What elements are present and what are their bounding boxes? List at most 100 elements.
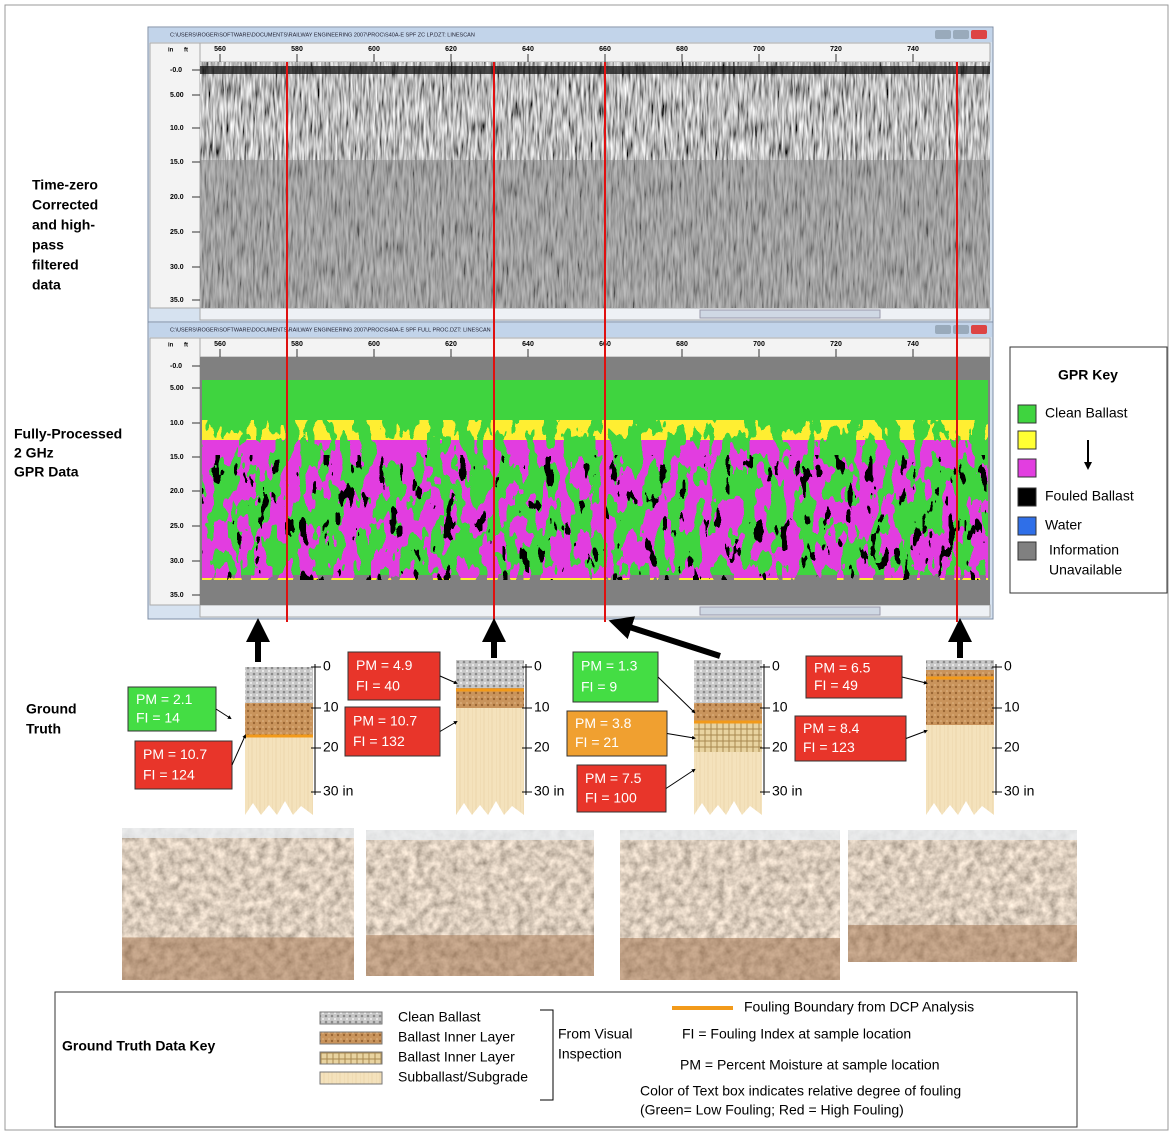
fi-label: FI = 123 bbox=[803, 739, 855, 755]
depth-label: 20 bbox=[1004, 739, 1020, 755]
layer-label: Clean Ballast bbox=[398, 1009, 481, 1025]
data-key-title: Ground Truth Data Key bbox=[62, 1038, 215, 1054]
depth-label: 30 in bbox=[1004, 783, 1034, 799]
fade bbox=[200, 160, 990, 308]
photo-ground bbox=[122, 937, 354, 980]
x-tick-label: 700 bbox=[753, 46, 765, 53]
boundary-label: Fouling Boundary from DCP Analysis bbox=[744, 999, 974, 1015]
y-tick-label: -0.0 bbox=[170, 67, 182, 74]
depth-label: 20 bbox=[772, 739, 788, 755]
window-button bbox=[953, 30, 969, 39]
x-tick-label: 720 bbox=[830, 341, 842, 348]
y-tick-label: 20.0 bbox=[170, 488, 184, 495]
soil-layer bbox=[694, 660, 762, 703]
x-unit: ft bbox=[184, 48, 188, 54]
fi-label: FI = 21 bbox=[575, 734, 619, 750]
depth-label: 30 in bbox=[323, 783, 353, 799]
pm-label: PM = 4.9 bbox=[356, 657, 413, 673]
key-label: Information bbox=[1049, 542, 1119, 558]
pm-note: PM = Percent Moisture at sample location bbox=[680, 1057, 940, 1073]
soil-layer bbox=[456, 708, 524, 815]
pm-label: PM = 10.7 bbox=[143, 746, 207, 762]
panel-label: Fully-Processed bbox=[14, 426, 122, 442]
window-title: C:\USERS\ROGER\SOFTWARE\DOCUMENTS\RAILWA… bbox=[170, 32, 475, 38]
panel-label: GPR Data bbox=[14, 464, 79, 480]
x-tick-label: 640 bbox=[522, 341, 534, 348]
x-tick-label: 640 bbox=[522, 46, 534, 53]
pm-label: PM = 8.4 bbox=[803, 720, 860, 736]
panel-label: Truth bbox=[26, 721, 61, 737]
depth-axis bbox=[150, 338, 200, 605]
x-tick-label: 560 bbox=[214, 341, 226, 348]
panel-label: and high- bbox=[32, 217, 95, 233]
fi-label: FI = 9 bbox=[581, 679, 617, 695]
box-arrow bbox=[440, 676, 456, 683]
gpr-key-title: GPR Key bbox=[1058, 367, 1118, 383]
key-swatch bbox=[1018, 517, 1036, 535]
box-arrow bbox=[232, 736, 245, 765]
pm-label: PM = 2.1 bbox=[136, 691, 193, 707]
x-tick-label: 700 bbox=[753, 341, 765, 348]
fi-label: FI = 124 bbox=[143, 766, 195, 782]
depth-label: 10 bbox=[1004, 699, 1020, 715]
soil-layer bbox=[245, 703, 313, 735]
x-tick-label: 600 bbox=[368, 46, 380, 53]
source-label: Inspection bbox=[558, 1046, 622, 1062]
panel-label: Time-zero bbox=[32, 177, 98, 193]
x-tick-label: 620 bbox=[445, 46, 457, 53]
box-arrow bbox=[658, 677, 694, 712]
x-tick-label: 660 bbox=[599, 46, 611, 53]
page: { "gpr_windows": [ {"title": "C:\\USERS\… bbox=[0, 0, 1174, 1135]
window-title: C:\USERS\ROGER\SOFTWARE\DOCUMENTS\RAILWA… bbox=[170, 327, 491, 333]
soil-layer bbox=[694, 703, 762, 722]
y-tick-label: 10.0 bbox=[170, 125, 184, 132]
y-tick-label: 35.0 bbox=[170, 297, 184, 304]
layer-label: Ballast Inner Layer bbox=[398, 1029, 515, 1045]
fi-label: FI = 40 bbox=[356, 677, 400, 693]
y-tick-label: 25.0 bbox=[170, 229, 184, 236]
y-tick-label: 25.0 bbox=[170, 523, 184, 530]
x-tick-label: 740 bbox=[907, 341, 919, 348]
depth-label: 0 bbox=[772, 658, 780, 674]
y-tick-label: 20.0 bbox=[170, 194, 184, 201]
y-tick-label: 15.0 bbox=[170, 454, 184, 461]
fi-label: FI = 100 bbox=[585, 790, 637, 806]
fi-label: FI = 49 bbox=[814, 677, 858, 693]
panel-label: data bbox=[32, 277, 61, 293]
x-tick-label: 740 bbox=[907, 46, 919, 53]
key-label: Clean Ballast bbox=[1045, 405, 1128, 421]
depth-label: 0 bbox=[534, 658, 542, 674]
pm-label: PM = 6.5 bbox=[814, 659, 871, 675]
photo-sky bbox=[122, 828, 354, 838]
x-tick-label: 680 bbox=[676, 46, 688, 53]
layer-swatch bbox=[320, 1052, 382, 1064]
depth-label: 30 in bbox=[534, 783, 564, 799]
photo-ground bbox=[620, 938, 840, 980]
panel-label: Corrected bbox=[32, 197, 98, 213]
panel-label: Ground bbox=[26, 701, 77, 717]
arrow bbox=[620, 624, 720, 656]
scroll-thumb bbox=[700, 607, 880, 615]
key-swatch bbox=[1018, 542, 1036, 560]
soil-layer bbox=[456, 660, 524, 688]
color-note: (Green= Low Fouling; Red = High Fouling) bbox=[640, 1102, 904, 1118]
layer-label: Ballast Inner Layer bbox=[398, 1049, 515, 1065]
window-button bbox=[971, 30, 987, 39]
key-swatch bbox=[1018, 405, 1036, 423]
key-label: Water bbox=[1045, 517, 1082, 533]
y-unit: in bbox=[168, 48, 174, 54]
box-arrow bbox=[902, 677, 926, 683]
depth-label: 10 bbox=[534, 699, 550, 715]
x-unit: ft bbox=[184, 343, 188, 349]
box-arrow bbox=[440, 722, 456, 732]
panel-label: 2 GHz bbox=[14, 445, 54, 461]
box-arrow bbox=[216, 709, 230, 718]
fouled-zone bbox=[202, 455, 988, 580]
x-tick-label: 580 bbox=[291, 46, 303, 53]
layer-label: Subballast/Subgrade bbox=[398, 1069, 528, 1085]
soil-layer bbox=[694, 752, 762, 815]
depth-label: 30 in bbox=[772, 783, 802, 799]
window-button bbox=[971, 325, 987, 334]
x-tick-label: 620 bbox=[445, 341, 457, 348]
depth-label: 20 bbox=[534, 739, 550, 755]
